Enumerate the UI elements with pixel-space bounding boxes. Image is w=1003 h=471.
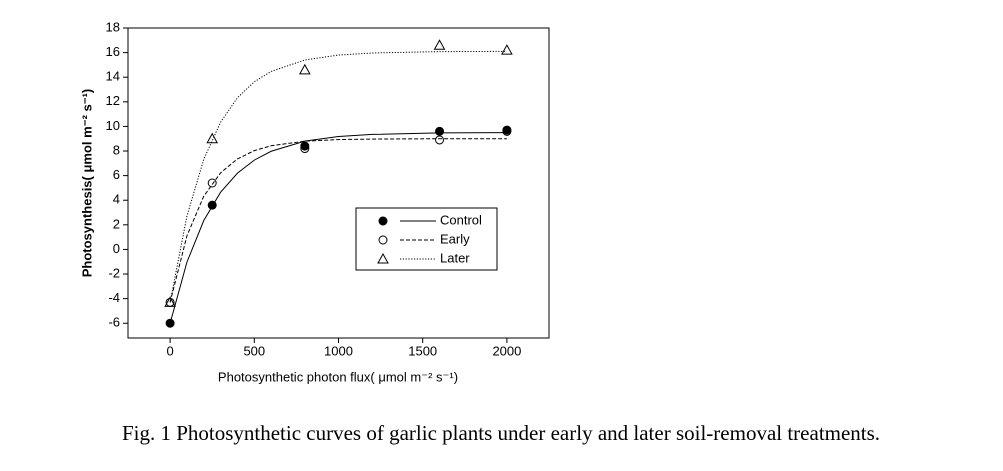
x-tick-label: 2000 (492, 343, 521, 358)
marker (433, 39, 446, 50)
legend-marker (378, 235, 388, 245)
legend-marker (378, 216, 388, 226)
marker (501, 44, 513, 55)
y-tick-label: 0 (113, 241, 120, 256)
x-tick-label: 1500 (408, 343, 437, 358)
fit-curve (169, 132, 507, 324)
marker (502, 126, 512, 136)
marker (164, 296, 176, 307)
marker (207, 200, 217, 210)
marker (298, 63, 311, 75)
marker (435, 135, 445, 145)
y-tick-label: -4 (108, 290, 120, 305)
marker (300, 141, 310, 151)
marker (300, 144, 310, 154)
marker (207, 178, 217, 188)
y-tick-label: 8 (113, 142, 120, 157)
caption: Fig. 1 Photosynthetic curves of garlic p… (122, 421, 880, 445)
marker (206, 132, 219, 144)
y-tick-label: 16 (106, 44, 120, 59)
x-tick-label: 0 (166, 343, 173, 358)
fit-curve (169, 50, 507, 303)
y-tick-label: 6 (113, 167, 120, 182)
legend-marker (377, 252, 389, 264)
fit-curve (169, 138, 507, 303)
y-tick-label: -2 (108, 265, 120, 280)
plot-frame (127, 27, 550, 339)
x-tick-label: 1000 (324, 343, 353, 358)
legend-label: Early (440, 231, 470, 246)
y-tick-label: 2 (113, 216, 120, 231)
y-tick-label: -6 (108, 315, 120, 330)
x-tick-label: 500 (243, 343, 265, 358)
marker (435, 126, 445, 136)
y-tick-label: 4 (113, 192, 120, 207)
marker (165, 318, 175, 328)
y-tick-label: 10 (106, 118, 120, 133)
y-tick-label: 12 (106, 93, 120, 108)
legend-label: Later (440, 250, 470, 265)
legend-label: Control (440, 212, 482, 227)
y-tick-label: 18 (106, 19, 120, 34)
x-axis-label: Photosynthetic photon flux( μmol m⁻² s⁻¹… (218, 369, 458, 384)
y-tick-label: 14 (106, 69, 120, 84)
y-axis-label: Photosynthesis( μmol m⁻² s⁻¹) (79, 89, 94, 278)
